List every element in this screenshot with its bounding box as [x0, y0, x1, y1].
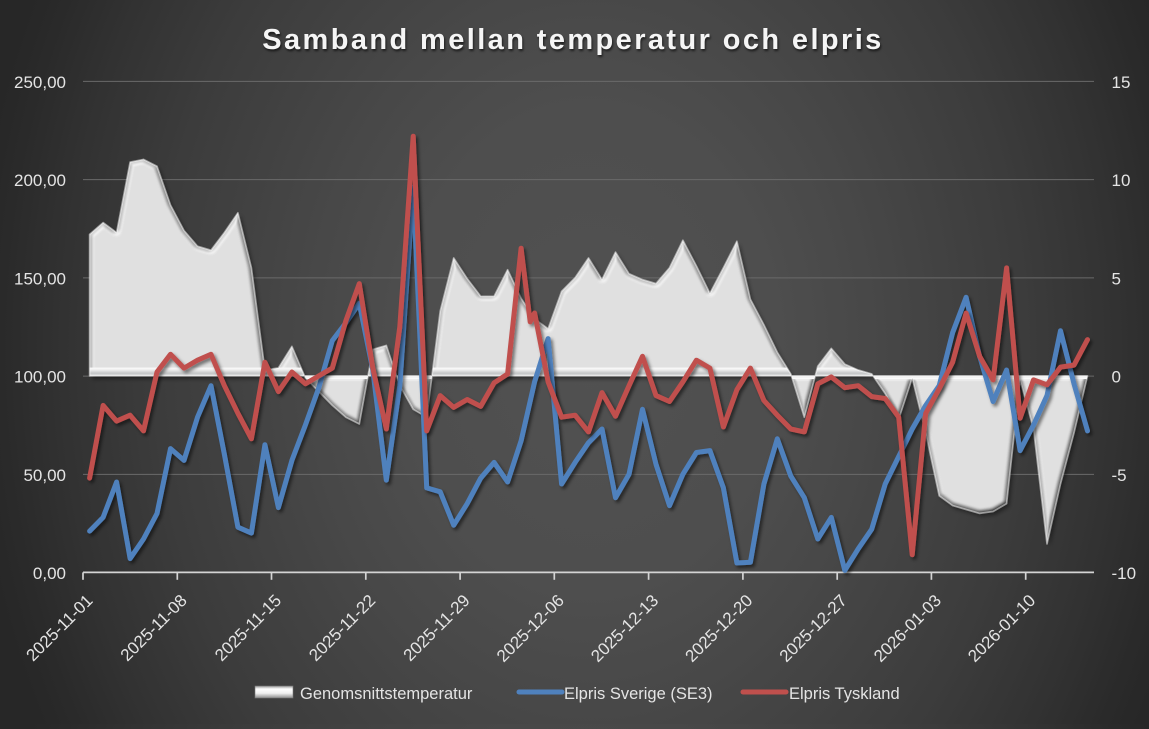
svg-text:0: 0	[1112, 368, 1121, 387]
svg-text:5: 5	[1112, 270, 1121, 289]
svg-text:2025-12-13: 2025-12-13	[587, 591, 662, 666]
svg-text:2025-12-06: 2025-12-06	[493, 591, 568, 666]
svg-text:-10: -10	[1112, 564, 1137, 583]
svg-text:15: 15	[1112, 73, 1131, 92]
svg-text:250,00: 250,00	[14, 73, 66, 92]
svg-text:Elpris Tyskland: Elpris Tyskland	[789, 685, 900, 703]
svg-text:-5: -5	[1112, 466, 1127, 485]
svg-text:10: 10	[1112, 171, 1131, 190]
svg-text:2026-01-03: 2026-01-03	[870, 591, 945, 666]
svg-text:150,00: 150,00	[14, 270, 66, 289]
svg-text:2025-11-29: 2025-11-29	[400, 591, 474, 665]
svg-text:Genomsnittstemperatur: Genomsnittstemperatur	[300, 685, 473, 703]
svg-text:2025-11-01: 2025-11-01	[22, 591, 96, 665]
svg-text:50,00: 50,00	[23, 466, 66, 485]
svg-text:2025-11-08: 2025-11-08	[117, 591, 191, 665]
svg-text:2025-11-15: 2025-11-15	[211, 591, 285, 665]
svg-text:Elpris Sverige (SE3): Elpris Sverige (SE3)	[564, 685, 713, 703]
svg-text:2025-12-27: 2025-12-27	[776, 591, 851, 666]
svg-text:2025-12-20: 2025-12-20	[681, 591, 756, 666]
svg-text:2025-11-22: 2025-11-22	[305, 591, 379, 665]
svg-text:0,00: 0,00	[33, 564, 66, 583]
svg-text:Samband mellan temperatur och: Samband mellan temperatur och elpris	[262, 24, 883, 56]
svg-text:2026-01-10: 2026-01-10	[964, 591, 1039, 666]
svg-text:100,00: 100,00	[14, 368, 66, 387]
svg-text:200,00: 200,00	[14, 171, 66, 190]
